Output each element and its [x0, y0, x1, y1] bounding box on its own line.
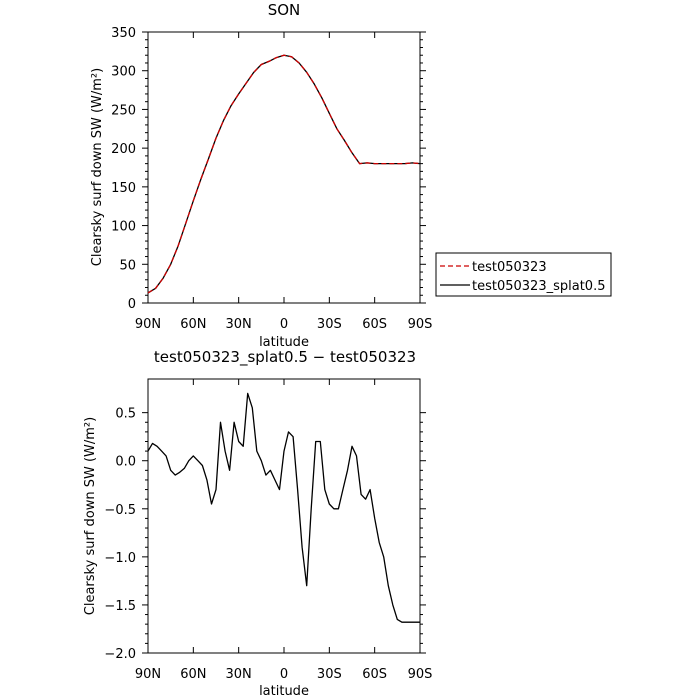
- legend: test050323 test050323_splat0.5: [435, 252, 612, 297]
- y-tick-label: −1.0: [104, 551, 136, 566]
- y-tick-label: 350: [111, 26, 136, 41]
- chart-title: test050323_splat0.5 − test050323: [154, 348, 416, 367]
- x-tick-label: 30N: [226, 667, 252, 682]
- y-tick-label: 250: [111, 103, 136, 118]
- bottom-panel: test050323_splat0.5 − test050323 latitud…: [83, 348, 432, 699]
- series-line-test050323-splat0-5: [147, 54, 421, 294]
- x-tick-label: 0: [280, 667, 288, 682]
- y-tick-label: 0.0: [115, 455, 136, 470]
- data-lines: [147, 392, 420, 623]
- x-tick-label: 90N: [135, 667, 161, 682]
- legend-box: [435, 252, 612, 297]
- y-tick-label: 0.5: [115, 407, 136, 422]
- x-tick-label: 60N: [180, 667, 206, 682]
- y-tick-label: 50: [119, 258, 136, 273]
- x-tick-label: 60S: [362, 317, 387, 332]
- x-axis-label: latitude: [259, 684, 309, 699]
- x-tick-label: 30S: [317, 667, 342, 682]
- x-tick-label: 90S: [408, 317, 433, 332]
- x-tick-label: 90S: [408, 667, 433, 682]
- y-tick-label: 150: [111, 181, 136, 196]
- x-tick-label: 60S: [362, 667, 387, 682]
- data-lines: [147, 54, 421, 294]
- y-tick-label: 200: [111, 142, 136, 157]
- legend-label-test050323: test050323: [472, 260, 547, 275]
- x-tick-label: 0: [280, 317, 288, 332]
- series-line-test050323: [147, 54, 421, 294]
- x-tick-label: 30S: [317, 317, 342, 332]
- y-tick-label: 300: [111, 65, 136, 80]
- axis-ticks: 90N 60N 30N 0 30S 60S 90S 0 50 100 150 200 250 300 350: [111, 26, 432, 332]
- y-tick-label: −1.5: [104, 599, 136, 614]
- legend-label-splat: test050323_splat0.5: [472, 279, 605, 294]
- y-tick-label: 100: [111, 220, 136, 235]
- plot-frame: [147, 378, 421, 654]
- x-tick-label: 30N: [226, 317, 252, 332]
- y-tick-label: −2.0: [104, 647, 136, 662]
- x-axis-label: latitude: [259, 335, 309, 350]
- plot-frame: [147, 31, 421, 304]
- axis-ticks: 90N 60N 30N 0 30S 60S 90S 0.5 0.0 −0.5 −1.0 −1.5 −2.…: [104, 379, 432, 682]
- y-tick-label: 0: [128, 297, 136, 312]
- x-tick-label: 60N: [180, 317, 206, 332]
- y-axis-label: Clearsky surf down SW (W/m²): [83, 417, 98, 615]
- chart-title: SON: [268, 1, 301, 19]
- y-tick-label: −0.5: [104, 503, 136, 518]
- x-tick-label: 90N: [135, 317, 161, 332]
- y-axis-label: Clearsky surf down SW (W/m²): [90, 68, 105, 266]
- top-panel: SON latitude Clearsky surf down SW (W/m²…: [90, 1, 432, 350]
- series-line-difference: [147, 392, 420, 623]
